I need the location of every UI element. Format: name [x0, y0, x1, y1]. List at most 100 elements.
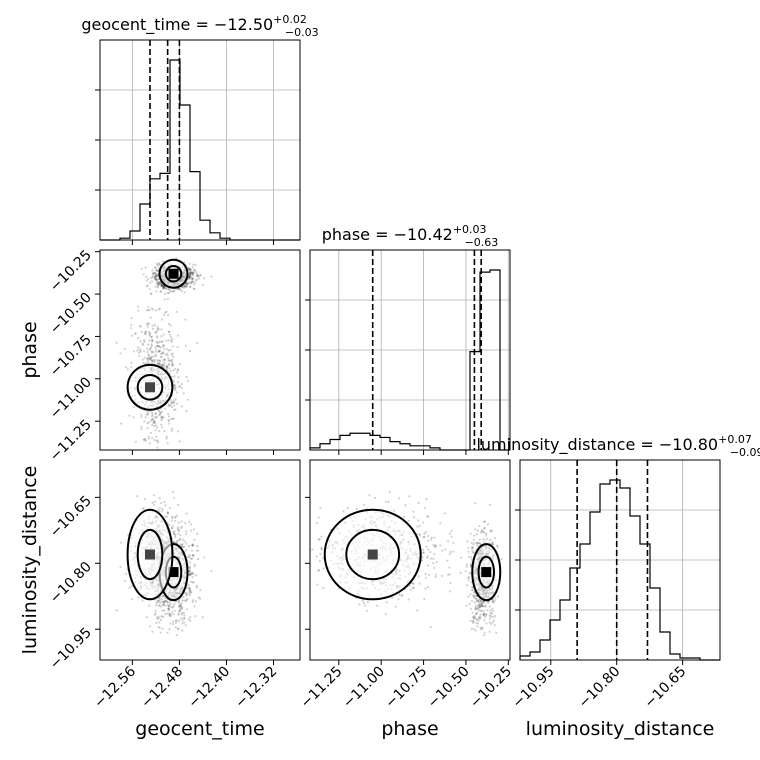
- sample-point: [488, 503, 492, 507]
- sample-point: [164, 504, 167, 507]
- sample-point: [469, 563, 473, 566]
- sample-point: [134, 332, 137, 336]
- sample-point: [184, 532, 188, 536]
- sample-point: [156, 269, 159, 272]
- sample-point: [190, 280, 193, 283]
- sample-point: [190, 277, 194, 281]
- sample-point: [478, 542, 482, 545]
- sample-point: [469, 532, 472, 536]
- sample-point: [190, 281, 193, 284]
- sample-point: [149, 347, 152, 351]
- sample-point: [174, 621, 178, 624]
- sample-point: [467, 576, 470, 580]
- sample-point: [170, 429, 173, 433]
- sample-point: [191, 576, 194, 579]
- sample-point: [173, 404, 176, 407]
- sample-point: [180, 606, 184, 609]
- sample-point: [176, 527, 179, 531]
- sample-point: [473, 616, 477, 619]
- sample-point: [157, 350, 160, 353]
- sample-point: [390, 596, 394, 599]
- sample-point: [188, 275, 191, 278]
- sample-point: [441, 549, 444, 552]
- sample-point: [443, 512, 446, 515]
- sample-point: [476, 611, 479, 614]
- sample-point: [161, 340, 164, 343]
- sample-point: [459, 571, 462, 575]
- sample-point: [162, 286, 165, 289]
- sample-point: [184, 522, 187, 525]
- sample-point: [143, 339, 146, 342]
- y-tick-label: −10.25: [47, 247, 95, 295]
- sample-point: [149, 431, 153, 435]
- sample-point: [479, 617, 482, 620]
- sample-point: [167, 418, 170, 421]
- sample-point: [157, 328, 160, 331]
- x-axis-label-luminosity_distance: luminosity_distance: [526, 718, 715, 740]
- sample-point: [488, 621, 491, 624]
- sample-point: [147, 361, 151, 365]
- sample-point: [180, 386, 183, 390]
- sample-point: [394, 605, 397, 608]
- sample-point: [153, 613, 156, 616]
- sample-point: [188, 592, 191, 595]
- sample-point: [167, 357, 170, 360]
- sample-point: [183, 540, 186, 543]
- sample-point: [479, 606, 482, 609]
- sample-point: [491, 541, 494, 544]
- sample-point: [168, 363, 171, 367]
- sample-point: [170, 519, 173, 522]
- sample-point: [471, 588, 474, 591]
- sample-point: [173, 401, 176, 404]
- sample-point: [150, 276, 153, 279]
- sample-point: [158, 411, 161, 414]
- sample-point: [149, 316, 152, 319]
- sample-point: [440, 574, 444, 578]
- sample-point: [192, 554, 195, 557]
- sample-point: [180, 607, 184, 610]
- sample-point: [149, 332, 152, 335]
- sample-point: [153, 416, 156, 419]
- sample-point: [162, 313, 166, 316]
- sample-point: [361, 599, 364, 602]
- sample-point: [158, 604, 161, 607]
- sample-point: [189, 591, 192, 594]
- sample-point: [185, 512, 188, 515]
- sample-point: [320, 535, 323, 538]
- panel-frame: [99, 249, 301, 451]
- sample-point: [185, 282, 188, 285]
- sample-point: [196, 274, 199, 277]
- sample-point: [158, 413, 161, 416]
- sample-point: [185, 375, 188, 378]
- sample-point: [173, 289, 176, 292]
- sample-point: [184, 344, 188, 348]
- sample-point: [170, 360, 174, 363]
- sample-point: [159, 359, 162, 362]
- sample-point: [472, 594, 475, 598]
- sample-point: [156, 345, 159, 348]
- sample-point: [173, 530, 176, 533]
- sample-point: [485, 613, 488, 616]
- sample-point: [317, 568, 321, 572]
- sample-point: [176, 380, 180, 384]
- sample-point: [170, 401, 173, 405]
- sample-point: [154, 331, 157, 334]
- sample-point: [173, 408, 176, 412]
- sample-point: [119, 565, 122, 568]
- sample-point: [178, 288, 181, 291]
- sample-point: [172, 613, 175, 616]
- sample-point: [477, 598, 481, 601]
- sample-point: [430, 538, 433, 541]
- sample-point: [170, 526, 173, 529]
- sample-point: [159, 346, 162, 349]
- sample-point: [152, 350, 155, 353]
- sample-point: [180, 602, 183, 605]
- sample-point: [142, 273, 145, 276]
- sample-point: [156, 615, 159, 618]
- sample-point: [151, 361, 154, 364]
- sample-point: [164, 604, 167, 607]
- sample-point: [160, 284, 164, 288]
- y-tick-label: −11.25: [47, 417, 95, 465]
- sample-point: [317, 538, 320, 541]
